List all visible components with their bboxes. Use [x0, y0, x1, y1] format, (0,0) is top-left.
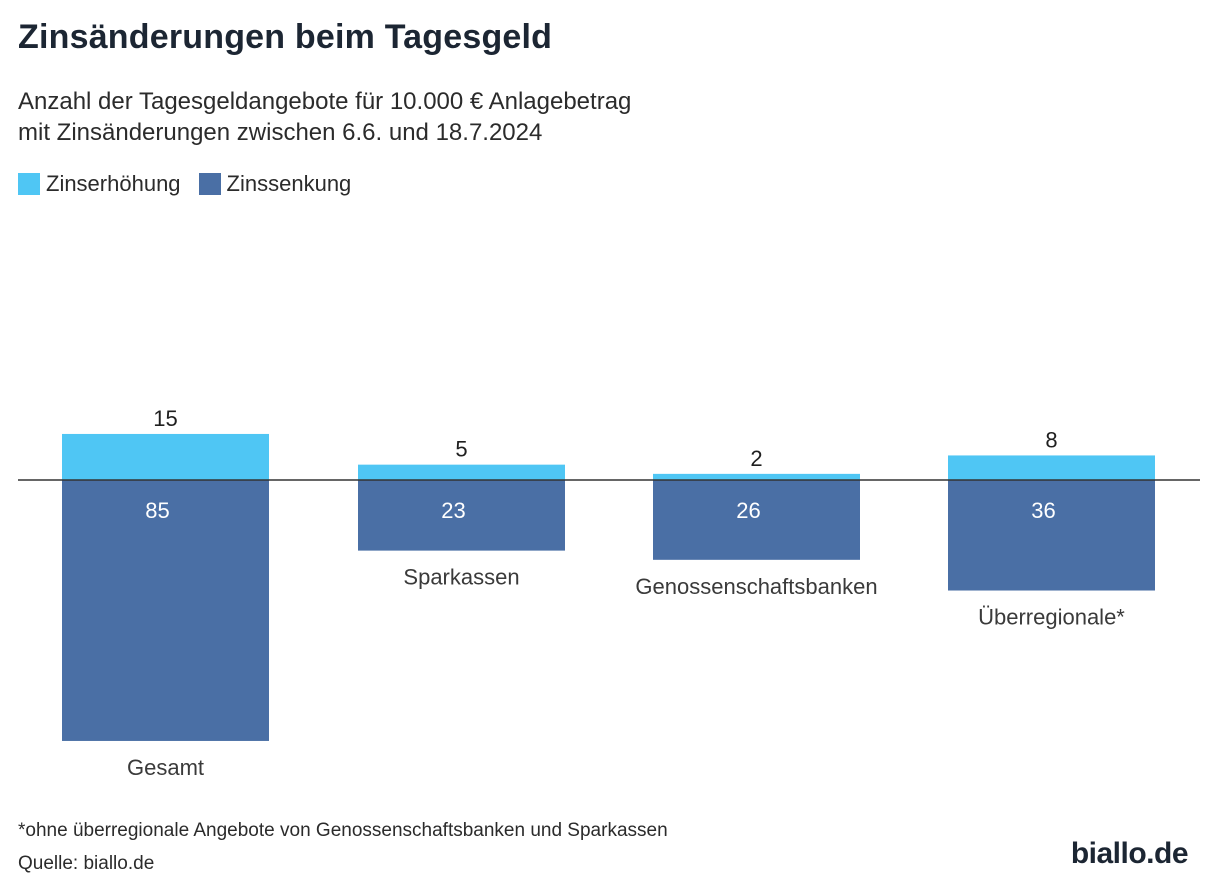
- legend-label-increase: Zinserhöhung: [46, 171, 181, 196]
- subtitle-line-1: Anzahl der Tagesgeldangebote für 10.000 …: [18, 88, 632, 115]
- footnote: *ohne überregionale Angebote von Genosse…: [18, 820, 668, 841]
- bar-decrease-1: [358, 480, 565, 551]
- bar-increase-1: [358, 464, 565, 480]
- data-label-decrease-1: 23: [441, 498, 465, 523]
- legend-label-decrease: Zinssenkung: [226, 171, 352, 196]
- bar-increase-2: [653, 473, 860, 480]
- legend: Zinserhöhung Zinssenkung: [18, 171, 369, 197]
- bar-decrease-2: [653, 480, 860, 560]
- chart-title: Zinsänderungen beim Tagesgeld: [18, 18, 553, 56]
- chart-subtitle: Anzahl der Tagesgeldangebote für 10.000 …: [18, 86, 631, 148]
- bar-increase-0: [62, 433, 269, 480]
- data-label-decrease-3: 36: [1031, 498, 1055, 523]
- legend-swatch-decrease: [198, 173, 221, 195]
- category-label-0: Gesamt: [127, 755, 204, 780]
- category-label-3: Überregionale*: [978, 605, 1125, 630]
- category-label-1: Sparkassen: [403, 565, 519, 590]
- legend-swatch-increase: [18, 173, 40, 195]
- brand-logo: biallo.de: [1070, 837, 1189, 870]
- data-label-increase-1: 5: [455, 437, 467, 462]
- data-label-increase-2: 2: [750, 446, 762, 471]
- data-label-increase-3: 8: [1045, 427, 1057, 452]
- data-label-decrease-0: 85: [145, 498, 169, 523]
- subtitle-line-2: mit Zinsänderungen zwischen 6.6. und 18.…: [18, 119, 543, 146]
- source-note: Quelle: biallo.de: [18, 853, 155, 874]
- bar-decrease-0: [62, 480, 269, 741]
- legend-item-decrease: Zinssenkung: [198, 171, 352, 197]
- bar-decrease-3: [948, 480, 1155, 591]
- category-label-2: Genossenschaftsbanken: [635, 574, 877, 599]
- bar-increase-3: [948, 455, 1155, 480]
- data-label-decrease-2: 26: [736, 498, 760, 523]
- legend-item-increase: Zinserhöhung: [18, 171, 181, 197]
- data-label-increase-0: 15: [153, 406, 177, 431]
